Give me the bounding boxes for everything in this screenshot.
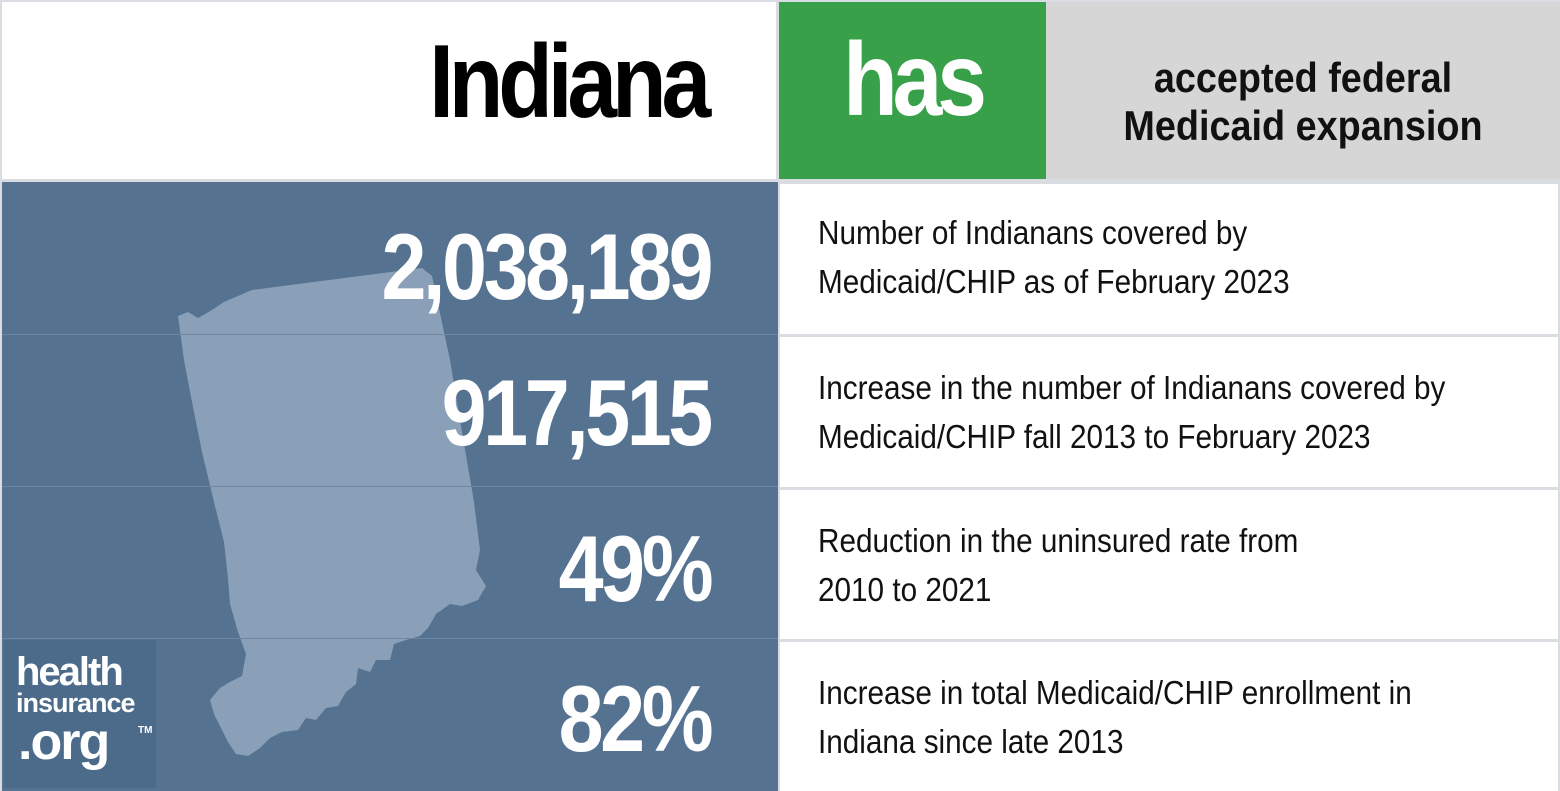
status-line-1: accepted federal — [1153, 54, 1453, 101]
stat-description: Number of Indianans covered by Medicaid/… — [818, 208, 1448, 306]
state-name-cell: Indiana — [2, 2, 776, 179]
stat-description: Reduction in the uninsured rate from 201… — [818, 516, 1448, 614]
stat-description-line: 2010 to 2021 — [818, 571, 992, 608]
status-word: has — [843, 22, 987, 138]
stat-description-line: Indiana since late 2013 — [818, 723, 1124, 760]
logo-text: .org — [18, 713, 110, 771]
stat-value-covered: 2,038,189 — [381, 214, 713, 319]
logo-trademark: TM — [138, 725, 153, 736]
logo-text: insurance — [16, 688, 136, 718]
stat-description-line: Reduction in the uninsured rate from — [818, 522, 1299, 559]
healthinsurance-org-logo: health insurance .org TM — [4, 640, 156, 788]
stat-description-line: Number of Indianans covered by — [818, 214, 1248, 251]
stat-value-uninsured-reduction: 49% — [558, 516, 714, 621]
stat-description-line: Medicaid/CHIP fall 2013 to February 2023 — [818, 418, 1371, 455]
expansion-status-badge: has — [779, 2, 1046, 179]
stat-description-line: Increase in total Medicaid/CHIP enrollme… — [818, 674, 1412, 711]
stat-description: Increase in the number of Indianans cove… — [818, 363, 1448, 461]
state-name: Indiana — [429, 24, 711, 140]
stat-divider — [2, 638, 778, 639]
logo-text: health — [16, 650, 124, 694]
stat-description-row: Number of Indianans covered by Medicaid/… — [780, 184, 1558, 334]
expansion-status-text: accepted federal Medicaid expansion — [1072, 54, 1535, 150]
expansion-status-cell: accepted federal Medicaid expansion — [1046, 2, 1560, 179]
stat-description-line: Medicaid/CHIP as of February 2023 — [818, 263, 1290, 300]
stat-description-row: Reduction in the uninsured rate from 201… — [780, 490, 1558, 639]
stat-description-row: Increase in the number of Indianans cove… — [780, 337, 1558, 487]
stat-value-increase: 917,515 — [441, 360, 714, 465]
indiana-state-shape — [178, 268, 486, 756]
stat-description-row: Increase in total Medicaid/CHIP enrollme… — [780, 642, 1558, 791]
indiana-state-icon — [178, 268, 486, 756]
status-line-2: Medicaid expansion — [1123, 102, 1483, 149]
stat-divider — [2, 334, 778, 335]
stat-description-line: Increase in the number of Indianans cove… — [818, 369, 1446, 406]
stat-description: Increase in total Medicaid/CHIP enrollme… — [818, 668, 1448, 766]
stat-value-enrollment-increase: 82% — [558, 666, 714, 771]
stat-divider — [2, 486, 778, 487]
